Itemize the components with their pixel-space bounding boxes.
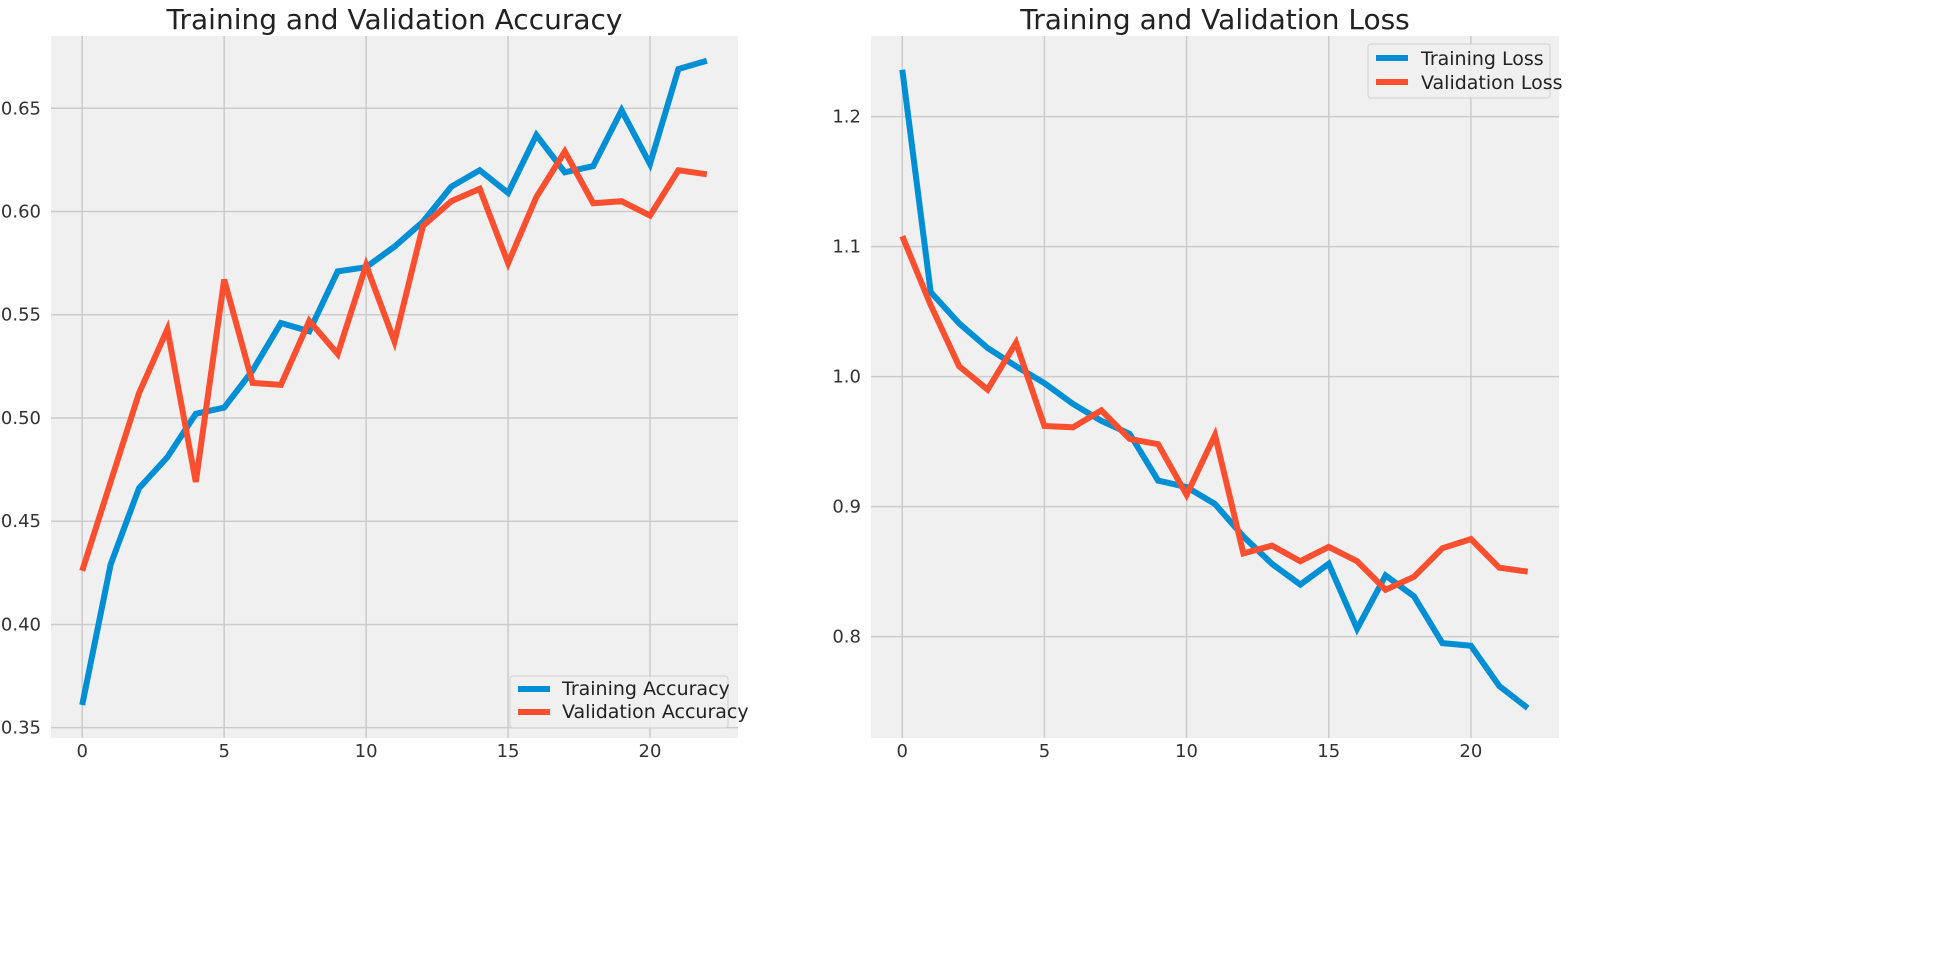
series-line-validation-accuracy xyxy=(79,145,708,572)
accuracy-chart: 0 5 10 15 20 0.35 0.40 0.45 0.50 0.55 0.60 0.65 Tra… xyxy=(1,3,749,762)
loss-ytick-label: 1.0 xyxy=(832,367,861,388)
series-line-validation-loss xyxy=(899,235,1529,594)
accuracy-xtick-label: 10 xyxy=(355,741,378,762)
loss-legend-box xyxy=(1367,43,1551,99)
accuracy-legend-box xyxy=(509,675,729,729)
accuracy-xtick-label: 5 xyxy=(218,741,229,762)
loss-xtick-label: 0 xyxy=(897,741,908,762)
loss-legend: Training Loss Validation Loss xyxy=(1367,43,1563,99)
accuracy-ytick-label: 0.40 xyxy=(1,614,41,635)
loss-tick-labels: 0 5 10 15 20 0.8 0.9 1.0 1.1 1.2 xyxy=(832,107,1482,762)
legend-label-validation-loss: Validation Loss xyxy=(1421,72,1563,94)
loss-xtick-label: 20 xyxy=(1459,741,1482,762)
accuracy-plot-area xyxy=(51,36,738,738)
loss-chart: 0 5 10 15 20 0.8 0.9 1.0 1.1 1.2 Training and Val… xyxy=(832,3,1562,762)
accuracy-ytick-label: 0.65 xyxy=(1,98,41,119)
legend-label-training-accuracy: Training Accuracy xyxy=(561,678,730,700)
accuracy-xtick-label: 20 xyxy=(639,741,662,762)
accuracy-ytick-label: 0.55 xyxy=(1,305,41,326)
loss-ytick-label: 0.9 xyxy=(832,497,861,518)
loss-xtick-label: 5 xyxy=(1039,741,1050,762)
accuracy-xtick-label: 15 xyxy=(497,741,520,762)
loss-xtick-label: 15 xyxy=(1317,741,1340,762)
loss-plot-area xyxy=(871,36,1559,738)
accuracy-xtick-label: 0 xyxy=(77,741,88,762)
accuracy-grid xyxy=(51,36,738,738)
loss-ytick-label: 0.8 xyxy=(832,627,861,648)
accuracy-ytick-label: 0.45 xyxy=(1,511,41,532)
loss-chart-title: Training and Validation Loss xyxy=(1019,3,1410,36)
loss-ytick-label: 1.2 xyxy=(832,107,861,128)
accuracy-tick-labels: 0 5 10 15 20 0.35 0.40 0.45 0.50 0.55 0.60 0.65 xyxy=(1,98,662,762)
accuracy-series xyxy=(79,57,708,706)
loss-ytick-label: 1.1 xyxy=(832,237,861,258)
legend-label-training-loss: Training Loss xyxy=(1420,48,1544,70)
accuracy-chart-title: Training and Validation Accuracy xyxy=(166,3,623,36)
accuracy-legend: Training Accuracy Validation Accuracy xyxy=(509,675,749,729)
loss-series xyxy=(899,69,1530,711)
accuracy-ytick-label: 0.35 xyxy=(1,718,41,739)
legend-label-validation-accuracy: Validation Accuracy xyxy=(562,701,749,723)
accuracy-ytick-label: 0.60 xyxy=(1,202,41,223)
accuracy-ytick-label: 0.50 xyxy=(1,408,41,429)
loss-xtick-label: 10 xyxy=(1175,741,1198,762)
